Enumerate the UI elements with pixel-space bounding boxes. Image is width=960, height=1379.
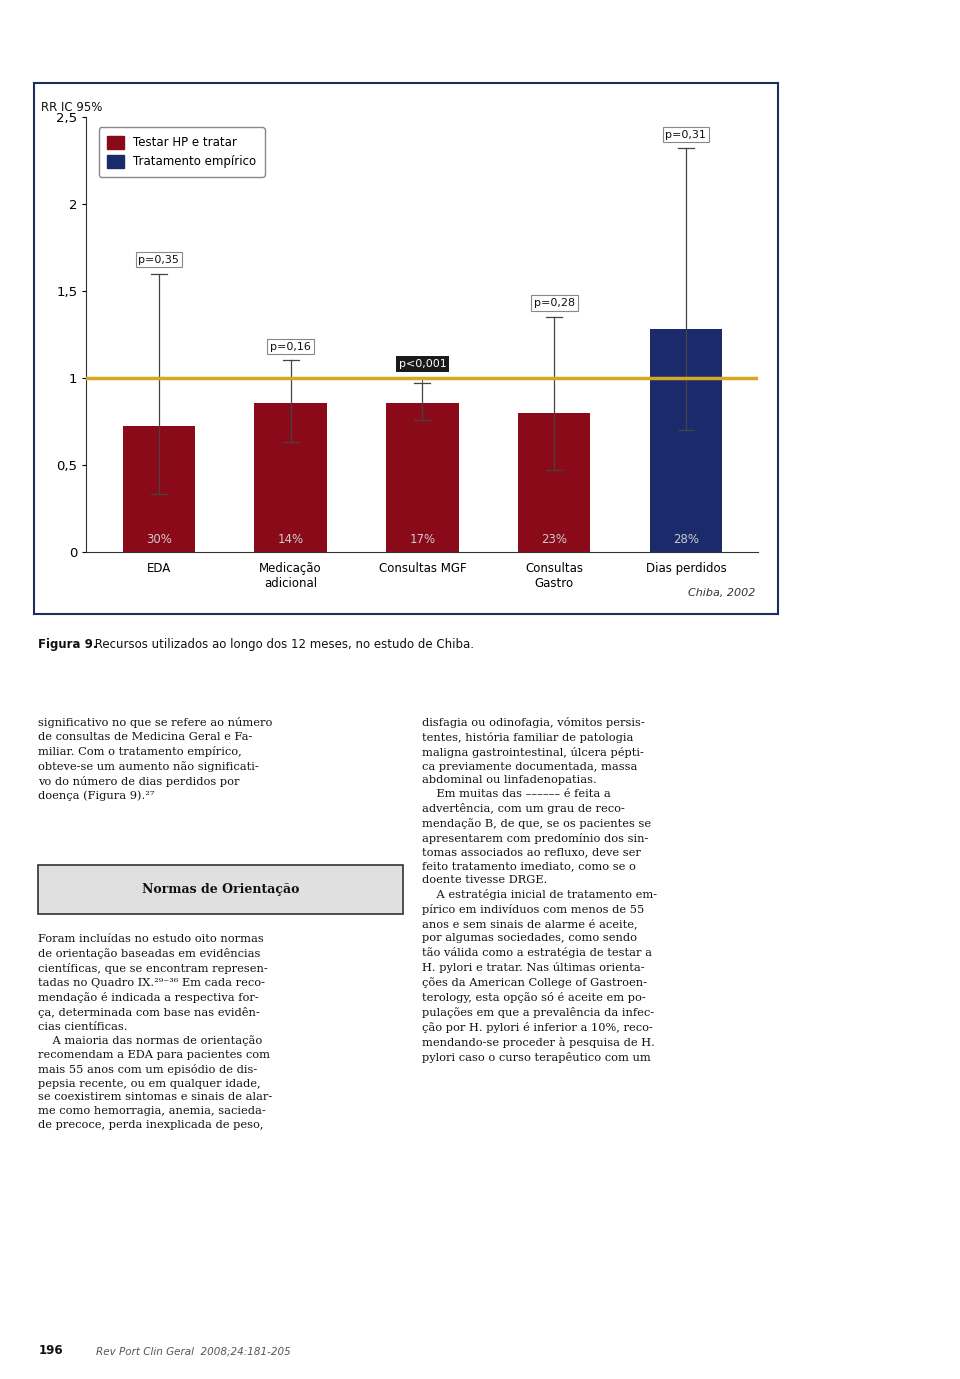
Text: Estudos Originais: Estudos Originais [12,19,156,33]
Text: Rev Port Clin Geral  2008;24:181-205: Rev Port Clin Geral 2008;24:181-205 [96,1347,291,1357]
Text: Foram incluídas no estudo oito normas
de orientação baseadas em evidências
cient: Foram incluídas no estudo oito normas de… [38,935,273,1129]
Text: significativo no que se refere ao número
de consultas de Medicina Geral e Fa-
mi: significativo no que se refere ao número… [38,717,273,801]
Bar [650,330,722,552]
Text: p=0,28: p=0,28 [534,298,575,308]
Text: 30%: 30% [146,534,172,546]
Text: p<0,001: p<0,001 [398,359,446,370]
Text: p=0,31: p=0,31 [665,130,707,139]
Bar [254,403,326,552]
Text: Recursos utilizados ao longo dos 12 meses, no estudo de Chiba.: Recursos utilizados ao longo dos 12 mese… [91,638,474,651]
Text: Normas de Orientação: Normas de Orientação [142,883,300,896]
Text: 23%: 23% [541,534,567,546]
Text: 14%: 14% [277,534,303,546]
Text: 28%: 28% [673,534,699,546]
Text: 196: 196 [38,1345,63,1357]
Text: Chiba, 2002: Chiba, 2002 [688,587,756,597]
Bar [386,403,459,552]
Bar [518,412,590,552]
Text: RR IC 95%: RR IC 95% [41,101,103,114]
Legend: Testar HP e tratar, Tratamento empírico: Testar HP e tratar, Tratamento empírico [99,127,265,177]
Text: Figura 9.: Figura 9. [38,638,98,651]
Text: p=0,35: p=0,35 [138,255,180,265]
Text: disfagia ou odinofagia, vómitos persis-
tentes, história familiar de patologia
m: disfagia ou odinofagia, vómitos persis- … [422,717,658,1063]
Bar [123,426,195,552]
Text: 17%: 17% [409,534,436,546]
Text: p=0,16: p=0,16 [270,342,311,352]
